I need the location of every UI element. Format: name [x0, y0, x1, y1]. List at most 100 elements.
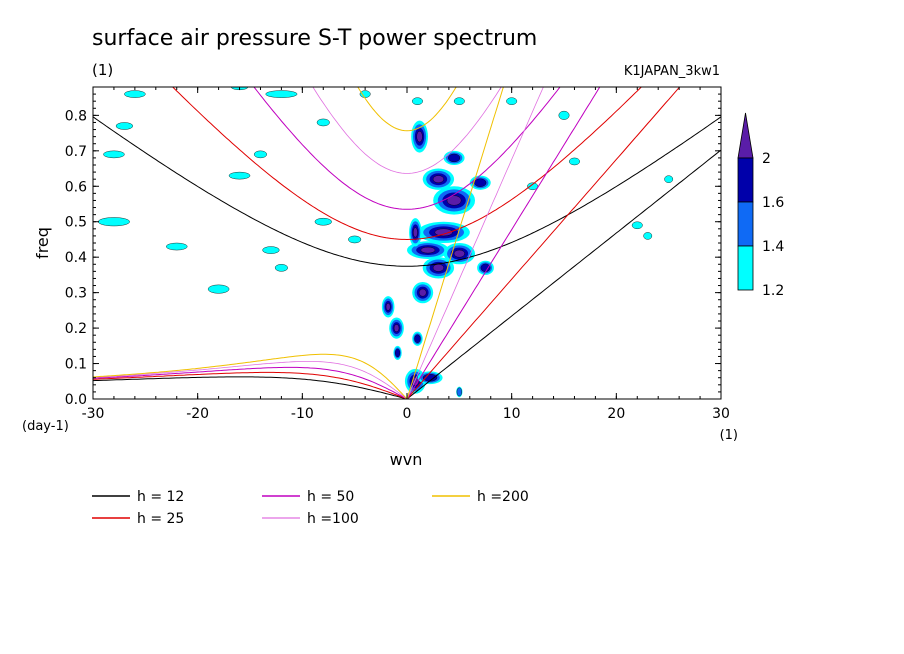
contour-region-level-1: [664, 175, 674, 183]
x-tick-label: 20: [607, 406, 625, 422]
legend-label: h = 25: [137, 511, 184, 527]
contour-region-level-1: [115, 122, 133, 130]
contour-region-level-3: [474, 178, 487, 187]
power-contour-regions: [98, 87, 674, 398]
y-tick-label: 0.8: [65, 108, 87, 124]
x-tick-label: -20: [186, 406, 209, 422]
y-axis: 0.0 0.1 0.2 0.3 0.4 0.5 0.6 0.7 0.8: [65, 93, 721, 408]
y-tick-label: 0.2: [65, 321, 87, 337]
colorbar-label: 1.6: [762, 195, 784, 211]
contour-region-level-4: [413, 227, 418, 238]
contour-region-level-1: [412, 97, 423, 105]
chart-subtitle-right: K1JAPAN_3kw1: [624, 64, 720, 79]
y-axis-label: freq: [33, 227, 52, 259]
y-axis-unit: (day-1): [22, 419, 69, 434]
colorbar: 2 1.6 1.4 1.2: [737, 112, 784, 299]
dispersion-curve-h100: [312, 87, 502, 174]
contour-region-level-1: [228, 171, 251, 180]
contour-region-level-4: [385, 303, 391, 311]
y-tick-label: 0.5: [65, 215, 87, 231]
y-tick-label: 0.1: [65, 357, 87, 373]
contour-region-level-1: [453, 97, 465, 105]
contour-region-level-4: [453, 249, 465, 258]
dispersion-curve-h50: [93, 366, 408, 399]
x-tick-label: 0: [403, 406, 412, 422]
dispersion-curve-h25: [406, 87, 681, 399]
x-tick-label: 10: [503, 406, 521, 422]
contour-region-level-4: [416, 131, 423, 143]
contour-region-level-3: [448, 153, 461, 163]
dispersion-curve-h25: [171, 87, 643, 241]
contour-region-level-2: [456, 387, 462, 397]
x-tick-label: -10: [291, 406, 314, 422]
dispersion-curve-h200: [93, 353, 408, 399]
x-axis-label: wvn: [390, 450, 423, 469]
colorbar-top-arrow: [737, 112, 754, 159]
dispersion-curve-h12: [93, 116, 721, 267]
contour-region-level-1: [569, 157, 580, 166]
contour-region-level-4: [434, 228, 453, 237]
x-tick-label: 30: [712, 406, 730, 422]
contour-region-level-1: [631, 221, 643, 230]
contour-region-level-1: [98, 217, 130, 227]
contour-region-level-1: [103, 150, 125, 159]
dispersion-curve-h12: [93, 376, 408, 399]
contour-region-level-1: [166, 242, 188, 251]
legend-label: h = 50: [307, 489, 354, 505]
contour-region-level-1: [253, 150, 267, 159]
contour-region-level-1: [527, 182, 539, 191]
colorbar-segment: [737, 245, 754, 291]
x-axis: -30 -20 -10 0 10 20 30: [82, 87, 730, 422]
contour-region-level-4: [432, 175, 444, 183]
contour-region-level-1: [359, 90, 371, 98]
contour-region-level-4: [420, 246, 436, 254]
plot-frame: [92, 86, 722, 400]
contour-region-level-1: [348, 235, 362, 244]
y-tick-label: 0.0: [65, 392, 87, 408]
contour-region-level-3: [414, 334, 421, 343]
legend-label: h =100: [307, 511, 359, 527]
contour-region-level-4: [446, 195, 462, 206]
legend-label: h = 12: [137, 489, 184, 505]
dispersion-curve-h200: [406, 87, 504, 399]
contour-region-level-1: [314, 217, 332, 226]
legend: h = 12 h = 25 h = 50 h =100 h =200: [92, 489, 529, 527]
dispersion-curve-h200: [357, 87, 457, 132]
contour-region-level-1: [124, 90, 146, 98]
colorbar-segment: [737, 201, 754, 247]
contour-region-level-1: [207, 284, 230, 294]
chart-title: surface air pressure S-T power spectrum: [92, 26, 537, 51]
dispersion-curve-h25: [93, 371, 408, 399]
x-axis-unit: (1): [720, 428, 738, 443]
colorbar-label: 1.4: [762, 239, 784, 255]
legend-label: h =200: [477, 489, 529, 505]
dispersion-curve-h12: [406, 149, 721, 399]
colorbar-label: 1.2: [762, 283, 784, 299]
y-tick-label: 0.6: [65, 179, 87, 195]
contour-region-level-1: [643, 232, 653, 240]
contour-region-level-1: [265, 90, 298, 98]
x-tick-label: -30: [82, 406, 105, 422]
contour-region-level-4: [432, 264, 444, 272]
dispersion-curve-h100: [93, 361, 408, 399]
y-tick-label: 0.3: [65, 286, 87, 302]
contour-region-level-4: [418, 288, 427, 297]
contour-region-level-1: [558, 110, 570, 120]
chart-subtitle-left: (1): [92, 61, 113, 79]
dispersion-curve-h50: [253, 87, 561, 210]
contour-region-level-1: [274, 264, 288, 272]
contour-region-level-4: [393, 324, 400, 332]
colorbar-segment: [737, 157, 754, 203]
dispersion-curve-h100: [406, 87, 544, 399]
dispersion-curves: [93, 87, 721, 399]
contour-region-level-3: [395, 348, 401, 358]
contour-region-level-3: [480, 263, 491, 272]
contour-region-level-1: [262, 246, 280, 254]
colorbar-label: 2: [762, 151, 771, 167]
dispersion-curve-h50: [406, 87, 601, 399]
contour-region-level-1: [316, 118, 330, 127]
y-tick-label: 0.7: [65, 144, 87, 160]
contour-region-level-1: [506, 97, 518, 105]
y-tick-label: 0.4: [65, 250, 87, 266]
